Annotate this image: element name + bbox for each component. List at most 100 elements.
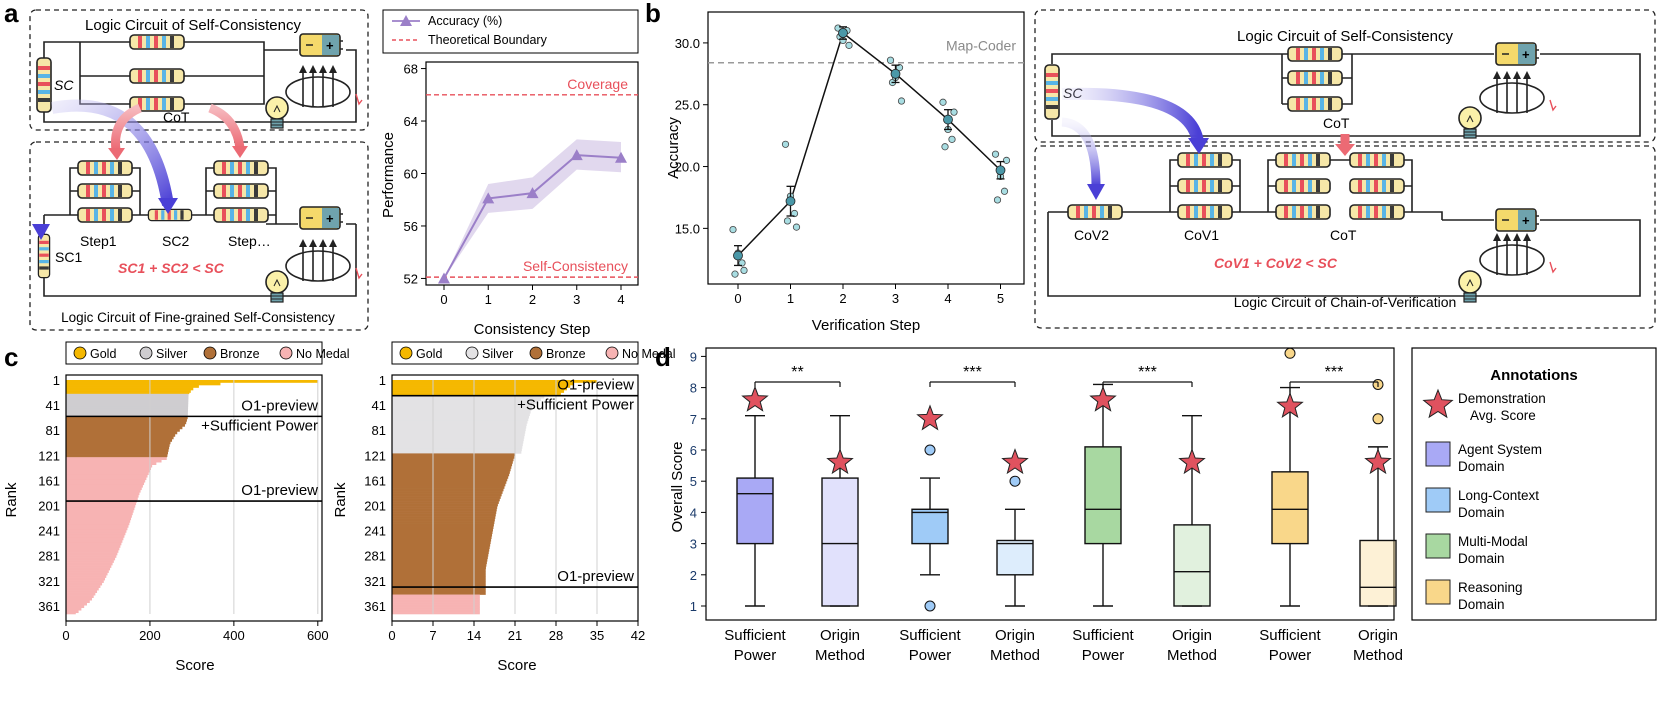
rank-bar-no-medal <box>66 484 143 488</box>
x-tick-label: 2 <box>839 291 846 306</box>
demo-avg-star-icon <box>1364 448 1392 475</box>
rank-bar-bronze <box>392 578 486 582</box>
rank-bar-no-medal <box>66 497 138 501</box>
rank-bar-no-medal <box>66 519 131 523</box>
rank-bar-silver <box>392 398 541 402</box>
demo-avg-star-icon <box>741 385 769 412</box>
data-point <box>939 98 947 106</box>
d-legend-frame <box>1411 347 1657 621</box>
box <box>736 477 774 545</box>
rank-bar-gold <box>66 385 199 388</box>
y-tick-label: 361 <box>364 599 386 614</box>
rank-bar-bronze <box>392 573 486 577</box>
y-tick-label: 121 <box>364 448 386 463</box>
y-tick-label: 241 <box>38 524 60 539</box>
rank-bar-no-medal <box>66 562 113 566</box>
rank-bar-no-medal <box>66 544 121 548</box>
b-top-title: Logic Circuit of Self-Consistency <box>1237 28 1453 45</box>
rank-bar-bronze <box>392 563 487 567</box>
x-tick-label: 35 <box>590 628 604 643</box>
x-tick-label: 7 <box>429 628 436 643</box>
rank-bar-no-medal <box>66 464 153 468</box>
x-category-label: Method <box>990 647 1040 664</box>
rank-bar-no-medal <box>66 602 87 606</box>
outlier-point <box>1009 475 1021 487</box>
panel-c-left-chart: Rank Score Gold Silver Bronze No Medal O1-pr… <box>3 341 350 674</box>
rank-bar-no-medal <box>66 509 134 513</box>
y-tick-label: 161 <box>364 473 386 488</box>
rank-bar-bronze <box>392 558 488 562</box>
data-point <box>738 259 746 267</box>
rank-bar-no-medal <box>66 607 82 611</box>
data-point <box>941 143 949 151</box>
rank-bar-no-medal <box>66 592 96 596</box>
rank-bar-silver <box>392 445 523 449</box>
y-tick-label: 25.0 <box>675 98 700 113</box>
rank-bar-no-medal <box>392 599 480 603</box>
x-category-label: Power <box>1082 647 1125 664</box>
y-tick-label: 7 <box>690 412 697 427</box>
x-tick-label: 0 <box>440 292 447 307</box>
y-tick-label: 321 <box>38 574 60 589</box>
rank-bar-bronze <box>392 483 506 487</box>
y-tick-label: 8 <box>690 381 697 396</box>
y-tick-label: 361 <box>38 599 60 614</box>
rank-bar-bronze <box>66 431 178 435</box>
rank-bar-silver <box>392 410 531 414</box>
legend-label: Multi-Modal <box>1458 534 1528 549</box>
legend-swatch <box>1425 579 1451 605</box>
rank-bar-bronze <box>392 588 486 592</box>
d-legend-title: Annotations <box>1490 367 1578 384</box>
rank-bar-bronze <box>392 508 497 512</box>
rank-bar-silver <box>392 400 538 404</box>
x-tick-label: 4 <box>944 291 951 306</box>
step1-label: Step1 <box>80 233 117 249</box>
x-tick-label: 400 <box>223 628 245 643</box>
rank-bar-silver <box>392 415 530 419</box>
legend-swatch <box>1425 441 1451 467</box>
rank-bar-bronze <box>392 453 515 457</box>
data-point <box>792 223 801 231</box>
x-tick-label: 1 <box>787 291 794 306</box>
rank-bar-bronze <box>66 441 171 445</box>
rank-bar-bronze <box>392 488 504 492</box>
medal-legend-frame <box>391 341 639 365</box>
rank-bar-bronze <box>392 460 513 464</box>
mean-line <box>737 31 1002 257</box>
rank-bar-bronze <box>392 538 492 542</box>
o1-marker-label: +Sufficient Power <box>201 417 318 434</box>
c-left-ylabel: Rank <box>3 482 20 518</box>
rank-bar-silver <box>392 420 528 424</box>
rank-bar-bronze <box>66 449 169 452</box>
rank-bar-bronze <box>392 561 487 565</box>
outlier-point <box>1284 347 1296 359</box>
rank-bar-no-medal <box>66 494 139 498</box>
rank-bar-bronze <box>392 503 498 507</box>
x-tick-label: 21 <box>508 628 522 643</box>
rank-bar-bronze <box>392 455 515 459</box>
x-category-label: Sufficient <box>724 627 786 644</box>
rank-bar-no-medal <box>66 504 136 508</box>
y-tick-label: 68 <box>404 62 418 77</box>
rank-bar-no-medal <box>66 477 147 481</box>
legend-label: Demonstration <box>1458 391 1546 406</box>
rank-bar-bronze <box>66 443 170 447</box>
rank-bar-gold <box>66 380 318 383</box>
c-right-ylabel: Rank <box>332 482 349 518</box>
rank-bar-no-medal <box>66 507 135 511</box>
mapcoder-label: Map-Coder <box>946 38 1016 54</box>
o1-marker-label: O1-preview <box>241 397 318 414</box>
rank-bar-bronze <box>66 423 185 427</box>
outlier-point <box>924 444 936 456</box>
box <box>1173 524 1211 607</box>
demo-avg-star-icon <box>1276 391 1304 418</box>
rank-bar-silver <box>392 430 526 434</box>
significance-label: *** <box>1325 364 1344 381</box>
data-point <box>895 64 904 72</box>
rank-bar-bronze <box>392 548 490 552</box>
rank-bar-no-medal <box>66 502 137 506</box>
rank-bar-silver <box>66 398 189 402</box>
rank-bar-gold <box>66 382 221 386</box>
legend-label: Reasoning <box>1458 580 1523 595</box>
accuracy-band <box>444 139 621 279</box>
